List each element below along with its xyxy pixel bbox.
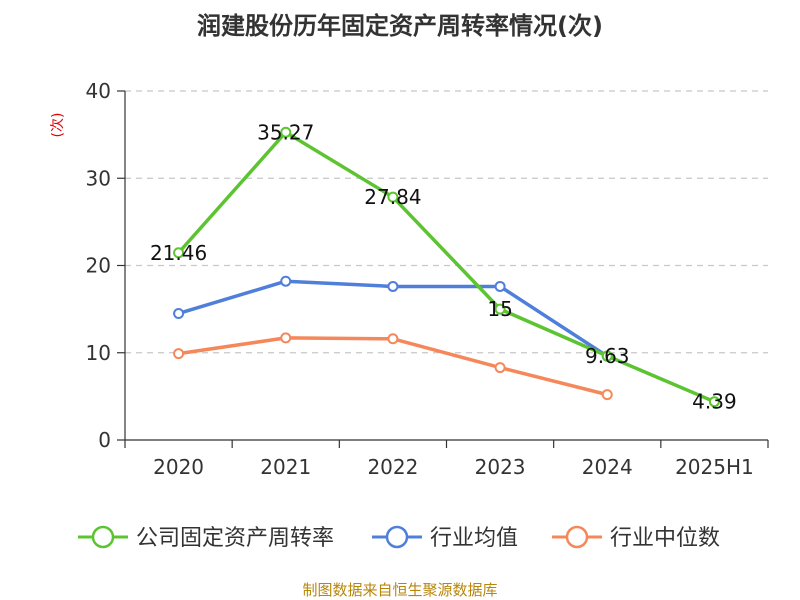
data-label: 9.63 <box>585 344 630 368</box>
data-point[interactable] <box>280 332 292 344</box>
x-tick-label: 2020 <box>153 455 204 479</box>
y-tick-label: 40 <box>86 79 111 103</box>
legend-item[interactable]: 公司固定资产周转率 <box>78 525 334 551</box>
legend-swatch-marker <box>565 525 589 549</box>
series-lines <box>173 126 720 408</box>
data-point[interactable] <box>494 280 506 292</box>
data-point[interactable] <box>494 303 506 315</box>
legend-item[interactable]: 行业均值 <box>372 525 518 551</box>
y-axis-label: (次) <box>50 113 66 138</box>
legend-label: 行业中位数 <box>610 526 720 551</box>
data-label: 27.84 <box>364 185 421 209</box>
legend-label: 公司固定资产周转率 <box>136 526 334 551</box>
x-tick-label: 2025H1 <box>675 455 754 479</box>
y-tick-label: 10 <box>86 341 111 365</box>
y-tick-label: 30 <box>86 166 111 190</box>
data-point[interactable] <box>280 275 292 287</box>
data-point[interactable] <box>173 307 185 319</box>
data-point[interactable] <box>387 333 399 345</box>
data-label: 35.27 <box>257 120 314 144</box>
legend-item[interactable]: 行业中位数 <box>552 525 720 551</box>
x-tick-label: 2023 <box>475 455 526 479</box>
data-point[interactable] <box>601 389 613 401</box>
data-point[interactable] <box>173 247 185 259</box>
data-point[interactable] <box>173 348 185 360</box>
data-point[interactable] <box>387 280 399 292</box>
data-label: 4.39 <box>692 390 737 414</box>
x-tick-label: 2024 <box>582 455 633 479</box>
data-labels: 21.46 35.27 27.84 15 9.63 4.39 <box>150 120 737 413</box>
legend-swatch-marker <box>91 525 115 549</box>
y-tick-label: 20 <box>86 254 111 278</box>
data-point[interactable] <box>494 362 506 374</box>
series-line <box>176 130 717 404</box>
data-point[interactable] <box>708 396 720 408</box>
data-label: 21.46 <box>150 241 207 265</box>
gridlines <box>125 90 768 354</box>
source-note: 制图数据来自恒生聚源数据库 <box>302 581 497 599</box>
data-point[interactable] <box>280 126 292 138</box>
legend[interactable]: 公司固定资产周转率 行业均值 行业中位数 <box>78 525 720 551</box>
data-label: 15 <box>487 297 512 321</box>
data-point[interactable] <box>601 350 613 362</box>
chart-title: 润建股份历年固定资产周转率情况(次) <box>197 12 603 40</box>
y-tick-label: 0 <box>98 428 111 452</box>
series-line <box>176 336 609 397</box>
legend-swatch-marker <box>385 525 409 549</box>
data-point[interactable] <box>387 191 399 203</box>
x-tick-label: 2021 <box>260 455 311 479</box>
axes: 0 10 20 30 40 2020 2021 2022 2023 2024 2025H1 <box>86 79 769 479</box>
legend-label: 行业均值 <box>430 526 518 551</box>
x-tick-label: 2022 <box>367 455 418 479</box>
